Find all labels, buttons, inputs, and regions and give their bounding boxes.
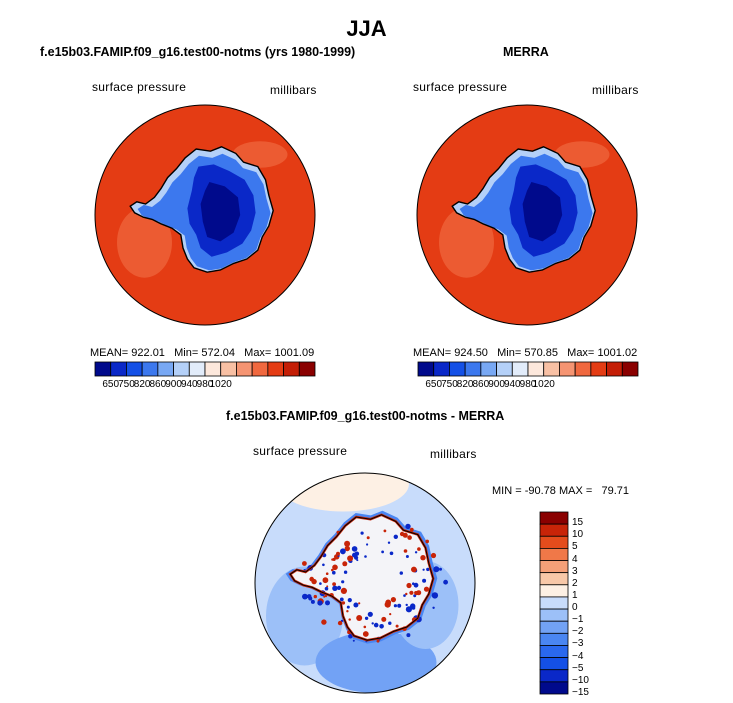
panel-2-coastline	[451, 146, 596, 273]
panel-3-colorbar-swatch-13	[539, 669, 569, 683]
panel-3-colorbar-tick-label: −15	[572, 687, 589, 698]
panel-1-colorbar-tick-label: 860	[149, 379, 167, 390]
panel-3-colorbar-swatch-5	[539, 572, 569, 586]
panel-2-low-pressure-zone-east	[554, 141, 610, 168]
panel-3-colorbar-swatch-9	[539, 620, 569, 634]
panel-3-colorbar-tick-label: 15	[572, 517, 584, 529]
panel-3-colorbar-swatch-10	[539, 632, 569, 646]
panel-1-colorbar-tick-label: 980	[196, 379, 214, 390]
panel-3-colorbar-tick-label: 2	[572, 577, 578, 589]
panel-1-colorbar-tick-label: 1020	[209, 379, 232, 390]
panel-1-units: millibars	[270, 83, 317, 97]
panel-3-colorbar-swatch-6	[539, 584, 569, 598]
panel-2-colorbar-tick-label: 900	[488, 379, 505, 390]
panel-3-title: f.e15b03.FAMIP.f09_g16.test00-notms - ME…	[226, 409, 505, 423]
panel-1-coastline	[129, 146, 274, 273]
panel-3-colorbar-swatch-11	[539, 645, 569, 658]
panel-1-low-pressure-zone-east	[232, 141, 288, 168]
panel-3-colorbar-tick-label: −5	[572, 662, 584, 674]
panel-2-mean: 924.50	[454, 347, 488, 359]
panel-3-colorbar-tick-label: −4	[572, 650, 584, 662]
panel-1-colorbar-tick-label: 900	[165, 379, 182, 390]
panel-3-colorbar-tick-label: 10	[572, 529, 584, 541]
panel-2-title: MERRA	[503, 45, 549, 59]
panel-1-low-pressure-zone	[117, 207, 172, 278]
panel-2-low-pressure-zone	[439, 207, 494, 278]
panel-2-colorbar-tick-label: 860	[472, 379, 490, 390]
panel-2-colorbar-tick-label: 1020	[532, 379, 555, 390]
panel-1-min: 572.04	[201, 347, 235, 359]
panel-1-title: f.e15b03.FAMIP.f09_g16.test00-notms (yrs…	[40, 45, 356, 59]
panel-3-negative-zone-south	[315, 631, 437, 693]
panel-2-min: 570.85	[524, 347, 558, 359]
panel-2-colorbar-tick-label: 650	[425, 379, 443, 390]
panel-3-variable: surface pressure	[253, 444, 348, 458]
panel-1-colorbar-ticks: 650 750 820 860 900 940 980 1020	[95, 379, 315, 393]
panel-3-colorbar-tick-label: −3	[572, 638, 584, 650]
panel-2-max: 1001.02	[597, 347, 638, 359]
panel-1-mean: 922.01	[131, 347, 165, 359]
page-title: JJA	[346, 16, 387, 41]
panel-3-continent	[290, 514, 434, 641]
panel-2-colorbar-tick-label: 980	[519, 379, 537, 390]
panel-3-colorbar-swatch-12	[539, 657, 569, 671]
panel-1-variable: surface pressure	[92, 80, 187, 94]
panel-3-colorbar-ticks: 15 10 5 4 3 2 1 0 −1 −2 −3 −4 −5 −10 −15	[572, 512, 612, 698]
panel-3-coastline	[289, 514, 434, 641]
panel-2-units: millibars	[592, 83, 639, 97]
panel-3-colorbar-swatch-1	[539, 523, 569, 537]
panel-1-colorbar	[94, 361, 316, 377]
panel-3-colorbar-tick-label: 3	[572, 565, 578, 577]
panel-3-noise-pattern	[302, 523, 448, 643]
panel-3-colorbar-tick-label: 0	[572, 602, 578, 614]
panel-3-positive-zone	[277, 473, 409, 512]
panel-1-ice-sheet-core	[200, 182, 241, 242]
panel-3-stats: MIN = -90.78 MAX = 79.71	[492, 485, 630, 497]
panel-2-stats: MEAN= 924.50 Min= 570.85 Max= 1001.02	[413, 347, 638, 359]
panel-3-colorbar-tick-label: 5	[572, 541, 578, 553]
panel-1-stats: MEAN= 922.01 Min= 572.04 Max= 1001.09	[90, 347, 315, 359]
panel-1-colorbar-tick-label: 750	[118, 379, 135, 390]
panel-3-colorbar-swatch-7	[539, 596, 569, 610]
panel-2-map-border	[416, 104, 638, 326]
panel-2-colorbar-tick-label: 940	[503, 379, 521, 390]
panel-3-colorbar-tick-label: −2	[572, 626, 584, 638]
panel-3-min: -90.78	[524, 485, 556, 497]
panel-2-colorbar	[417, 361, 639, 377]
panel-3-map-border	[254, 472, 476, 694]
panel-3-colorbar-swatch-14	[539, 681, 569, 695]
panel-1-map-border	[94, 104, 316, 326]
panel-3-colorbar-tick-label: −10	[572, 674, 589, 686]
panel-2-colorbar-tick-label: 820	[456, 379, 474, 390]
panel-3-colorbar-tick-label: 4	[572, 553, 578, 565]
panel-2-colorbar-swatch-13	[621, 361, 639, 377]
panel-1-colorbar-tick-label: 820	[133, 379, 151, 390]
panel-3-colorbar-swatch-4	[539, 560, 569, 574]
panel-1-max: 1001.09	[274, 347, 315, 359]
panel-2-colorbar-ticks: 650 750 820 860 900 940 980 1020	[418, 379, 638, 393]
panel-3-colorbar-swatch-8	[539, 608, 569, 622]
panel-3-colorbar-swatch-2	[539, 535, 569, 549]
panel-3-units: millibars	[430, 447, 477, 461]
panel-1-colorbar-tick-label: 650	[102, 379, 120, 390]
panel-3-colorbar	[539, 511, 569, 695]
panel-2-ice-sheet-core	[522, 182, 563, 242]
panel-3-colorbar-tick-label: −1	[572, 614, 584, 626]
panel-3-colorbar-tick-label: 1	[572, 589, 578, 601]
panel-2-colorbar-tick-label: 750	[441, 379, 458, 390]
panel-3-max: 79.71	[601, 485, 630, 497]
panel-2-variable: surface pressure	[413, 80, 508, 94]
panel-1-colorbar-tick-label: 940	[180, 379, 198, 390]
panel-3-colorbar-swatch-0	[539, 511, 569, 525]
panel-1-colorbar-swatch-13	[298, 361, 316, 377]
panel-3-colorbar-swatch-3	[539, 548, 569, 561]
